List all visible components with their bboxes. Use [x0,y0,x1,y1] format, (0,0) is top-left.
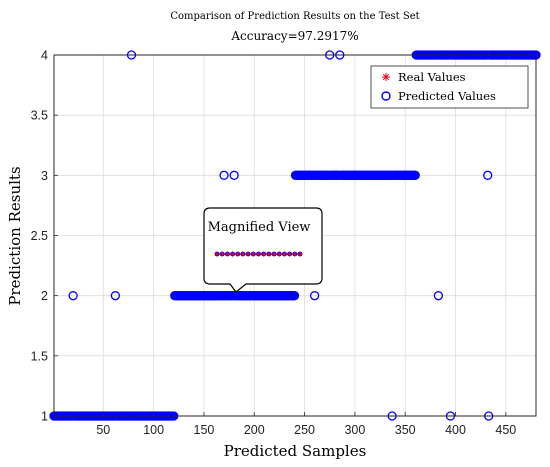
axis-ticks: 50 100 150 200 250 300 350 400 450 1 1.5 2 2.5 3 3.5 4 [31,49,517,438]
y-tick-label: 2 [41,289,48,303]
predicted-value-point [410,170,420,180]
magnified-predicted-marker [276,251,282,257]
legend-real-values-label: Real Values [398,70,466,84]
magnified-predicted-marker [214,251,220,257]
x-tick-label: 400 [445,423,466,437]
magnified-predicted-marker [297,251,303,257]
predicted-value-point-misclassified [110,291,121,301]
magnified-predicted-marker [261,251,266,257]
x-tick-label: 150 [194,423,215,437]
axes-box [53,54,537,417]
chart-title: Comparison of Prediction Results on the … [170,11,419,22]
y-tick-label: 4 [41,49,48,63]
predicted-value-point-misclassified [309,291,320,301]
y-tick-label: 3.5 [31,109,48,123]
magnified-view-callout: Magnified View [203,207,323,293]
x-tick-label: 250 [294,423,315,437]
legend-real-values-marker [382,73,390,81]
y-tick-label: 1.5 [31,349,48,363]
legend-asterisk [382,73,390,81]
magnified-predicted-marker [251,251,256,257]
magnified-predicted-marker [266,251,272,257]
x-tick-label: 200 [244,423,265,437]
y-tick-label: 3 [41,169,48,183]
predicted-value-point-misclassified [229,170,239,180]
legend-box [370,65,529,109]
y-axis-label: Prediction Results [6,166,24,305]
predicted-value-point-misclassified [483,170,493,180]
chart-subtitle: Accuracy=97.2917% [230,29,358,43]
predicted-value-point [289,291,300,301]
x-tick-label: 100 [143,423,164,437]
magnified-markers [214,251,303,257]
magnified-predicted-marker [245,251,251,257]
magnified-predicted-marker [225,251,230,257]
x-axis-label: Predicted Samples [224,442,367,460]
magnified-predicted-marker [292,251,298,257]
y-tick-label: 2.5 [31,229,48,243]
callout-bubble [203,207,323,293]
magnified-predicted-marker [219,251,225,257]
predicted-value-point-misclassified [68,291,78,301]
magnified-predicted-marker [282,251,287,257]
y-tick-label: 1 [41,410,48,424]
x-tick-label: 350 [395,423,416,437]
magnified-predicted-marker [271,251,277,257]
predicted-value-point-misclassified [433,291,444,301]
magnified-predicted-marker [235,251,241,257]
legend-predicted-values-label: Predicted Values [398,89,496,103]
magnified-predicted-marker [230,251,235,257]
x-tick-label: 450 [495,423,516,437]
magnified-predicted-marker [287,251,292,257]
x-tick-label: 50 [96,423,110,437]
legend-predicted-values-marker [381,91,391,101]
legend: Real Values Predicted Values [370,65,529,109]
predicted-value-point-misclassified [219,170,229,180]
callout-label: Magnified View [208,220,311,235]
magnified-predicted-marker [240,251,246,257]
x-tick-label: 300 [344,423,365,437]
magnified-predicted-marker [256,251,261,257]
